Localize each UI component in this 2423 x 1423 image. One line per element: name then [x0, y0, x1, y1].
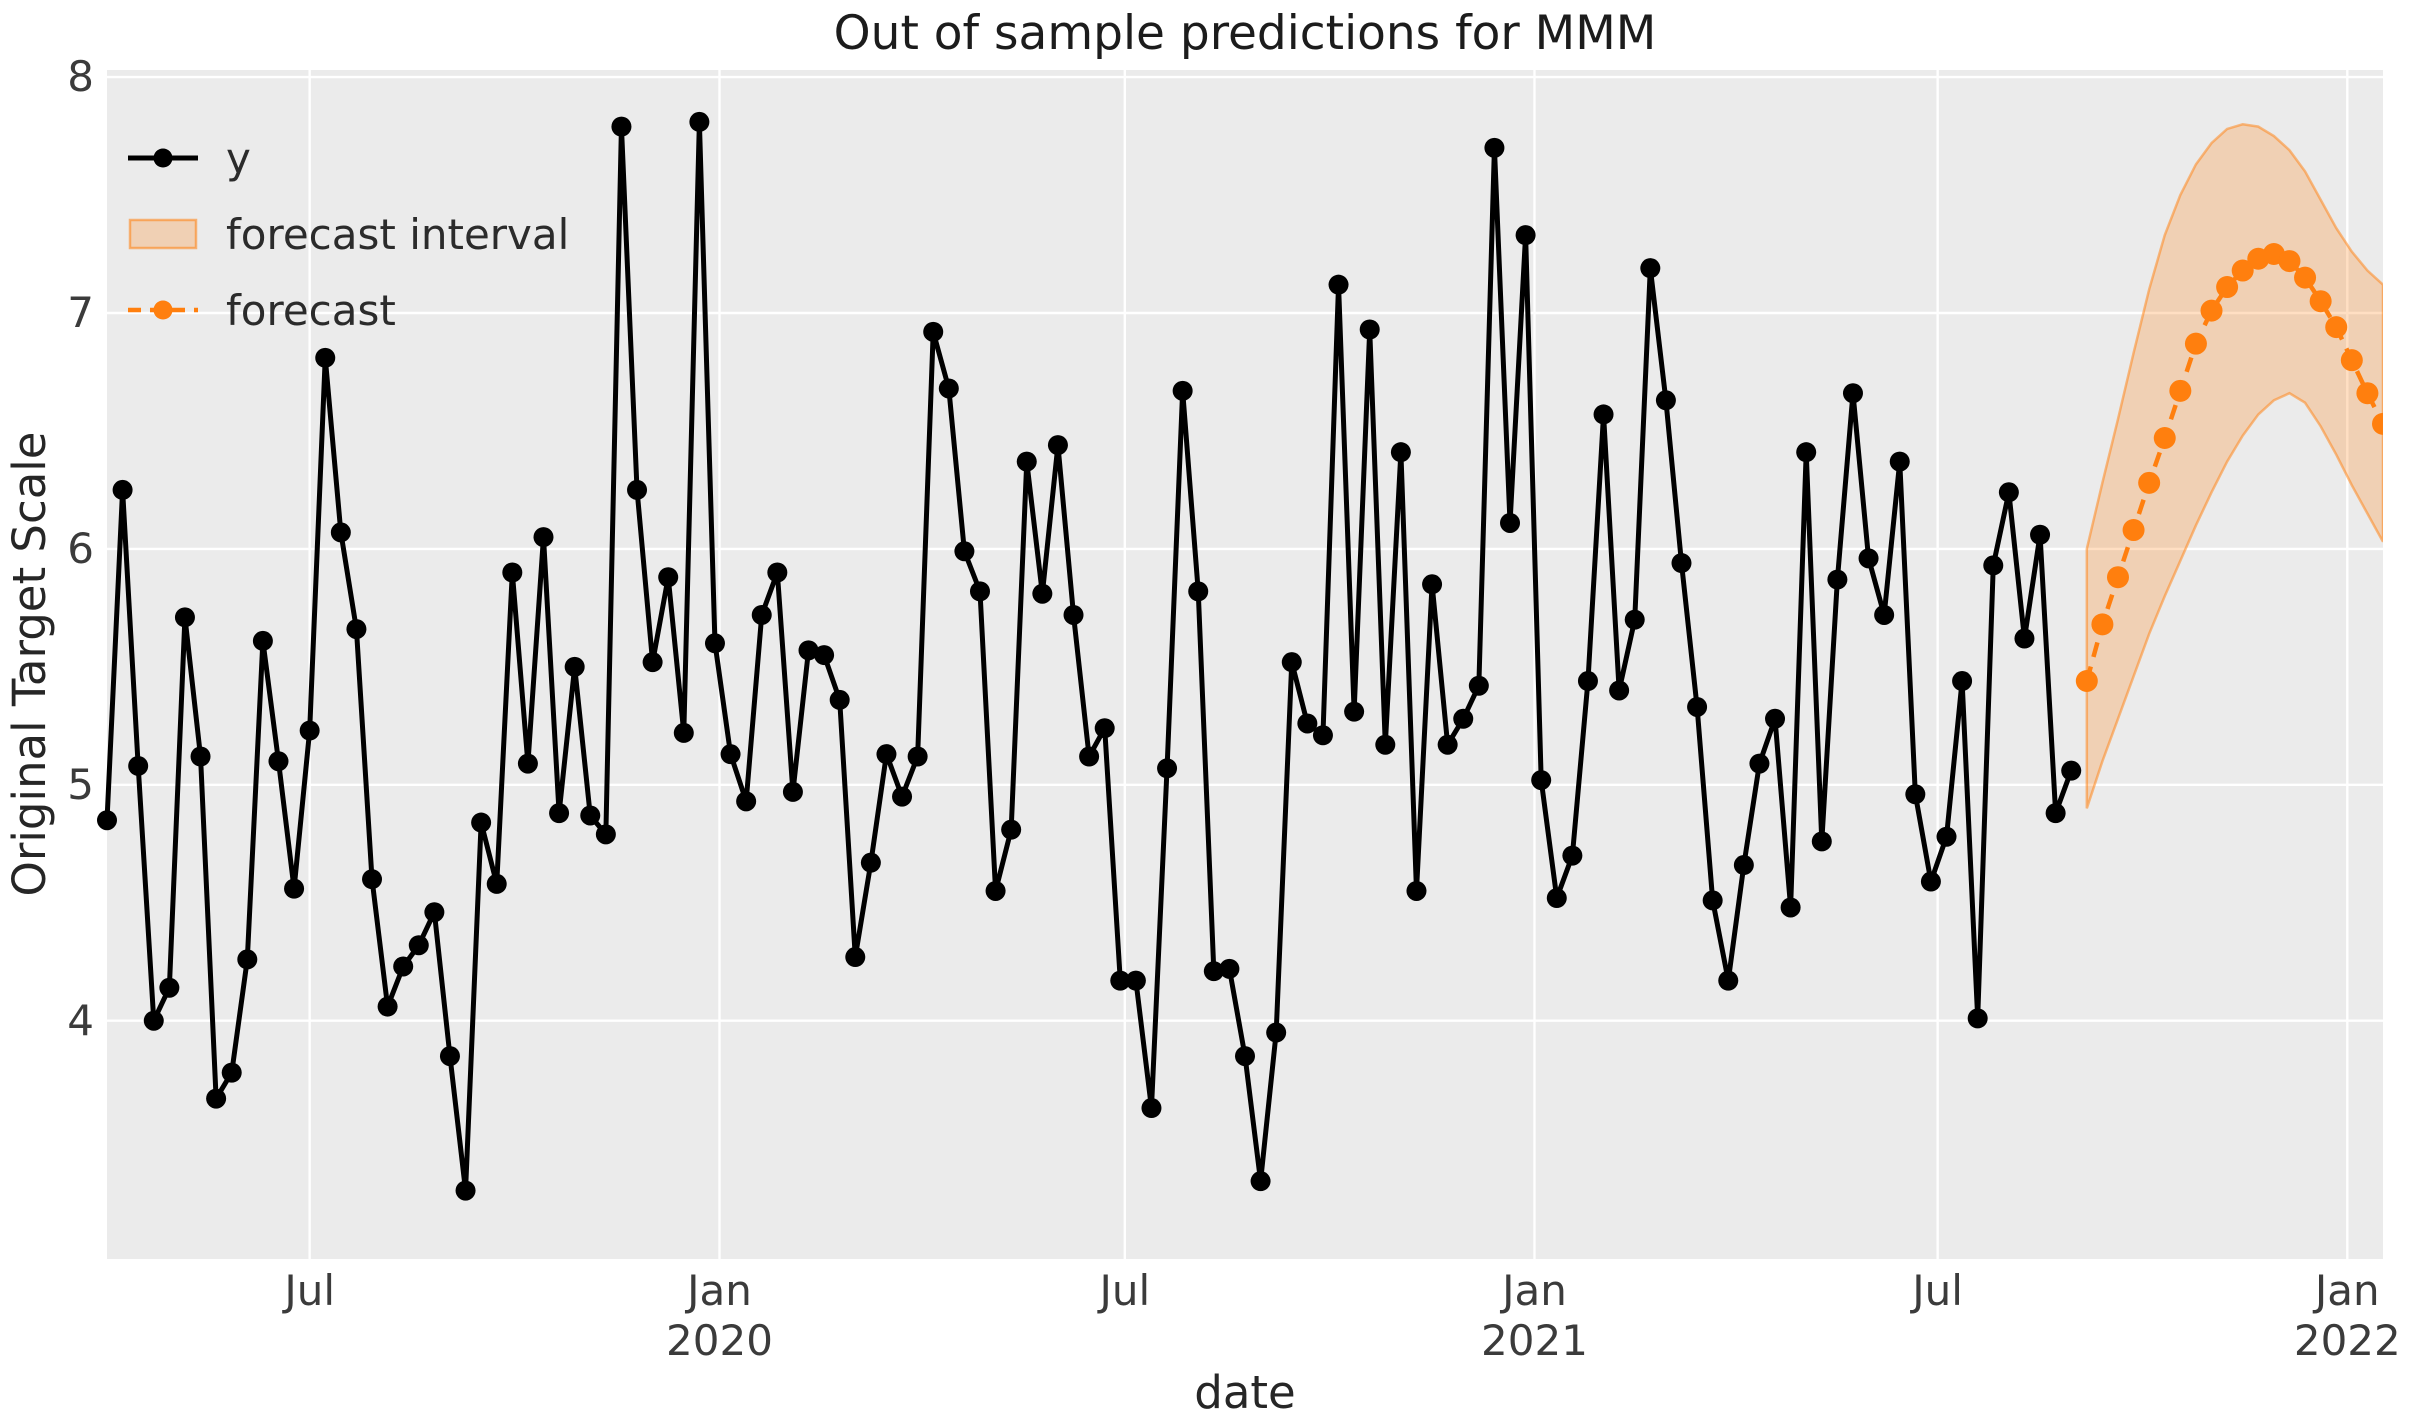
y-tick-label: 7: [67, 287, 94, 337]
x-tick-label: Jan: [2314, 1266, 2380, 1315]
y-tick-label: 6: [67, 523, 94, 573]
y-tick-label: 4: [67, 995, 94, 1045]
x-tick-label: Jul: [1912, 1266, 1963, 1315]
legend-label-forecast: forecast: [226, 285, 396, 335]
x-tick-label: Jan: [1502, 1266, 1567, 1315]
legend-patch-sample: [128, 218, 198, 250]
y-tick-label: 5: [67, 759, 94, 809]
legend-line-marker-sample: [128, 148, 198, 168]
x-tick-label: Jul: [1099, 1266, 1151, 1315]
y-tick-label: 8: [67, 52, 94, 102]
series-y: [97, 111, 2082, 1201]
legend-label-forecast-interval: forecast interval: [226, 209, 570, 259]
legend-item-forecast: forecast: [126, 272, 569, 348]
legend-item-y: y: [126, 120, 569, 196]
x-tick-year-label: 2020: [666, 1316, 773, 1365]
legend: y forecast interval forecast: [126, 120, 569, 348]
legend-label-y: y: [226, 133, 251, 183]
x-tick-year-label: 2021: [1481, 1316, 1588, 1365]
x-axis-label: date: [1194, 1366, 1296, 1419]
legend-dashed-line-sample: [128, 300, 198, 320]
y-axis-label: Original Target Scale: [3, 431, 56, 897]
x-tick-year-label: 2022: [2293, 1316, 2401, 1365]
chart-title: Out of sample predictions for MMM: [833, 6, 1657, 61]
forecast-interval-band: [2085, 122, 2383, 809]
legend-item-forecast-interval: forecast interval: [126, 196, 569, 272]
x-tick-label: Jan: [687, 1266, 752, 1315]
x-tick-label: Jul: [284, 1266, 335, 1315]
series-forecast: [2075, 243, 2383, 693]
gridlines: [107, 70, 2383, 1259]
